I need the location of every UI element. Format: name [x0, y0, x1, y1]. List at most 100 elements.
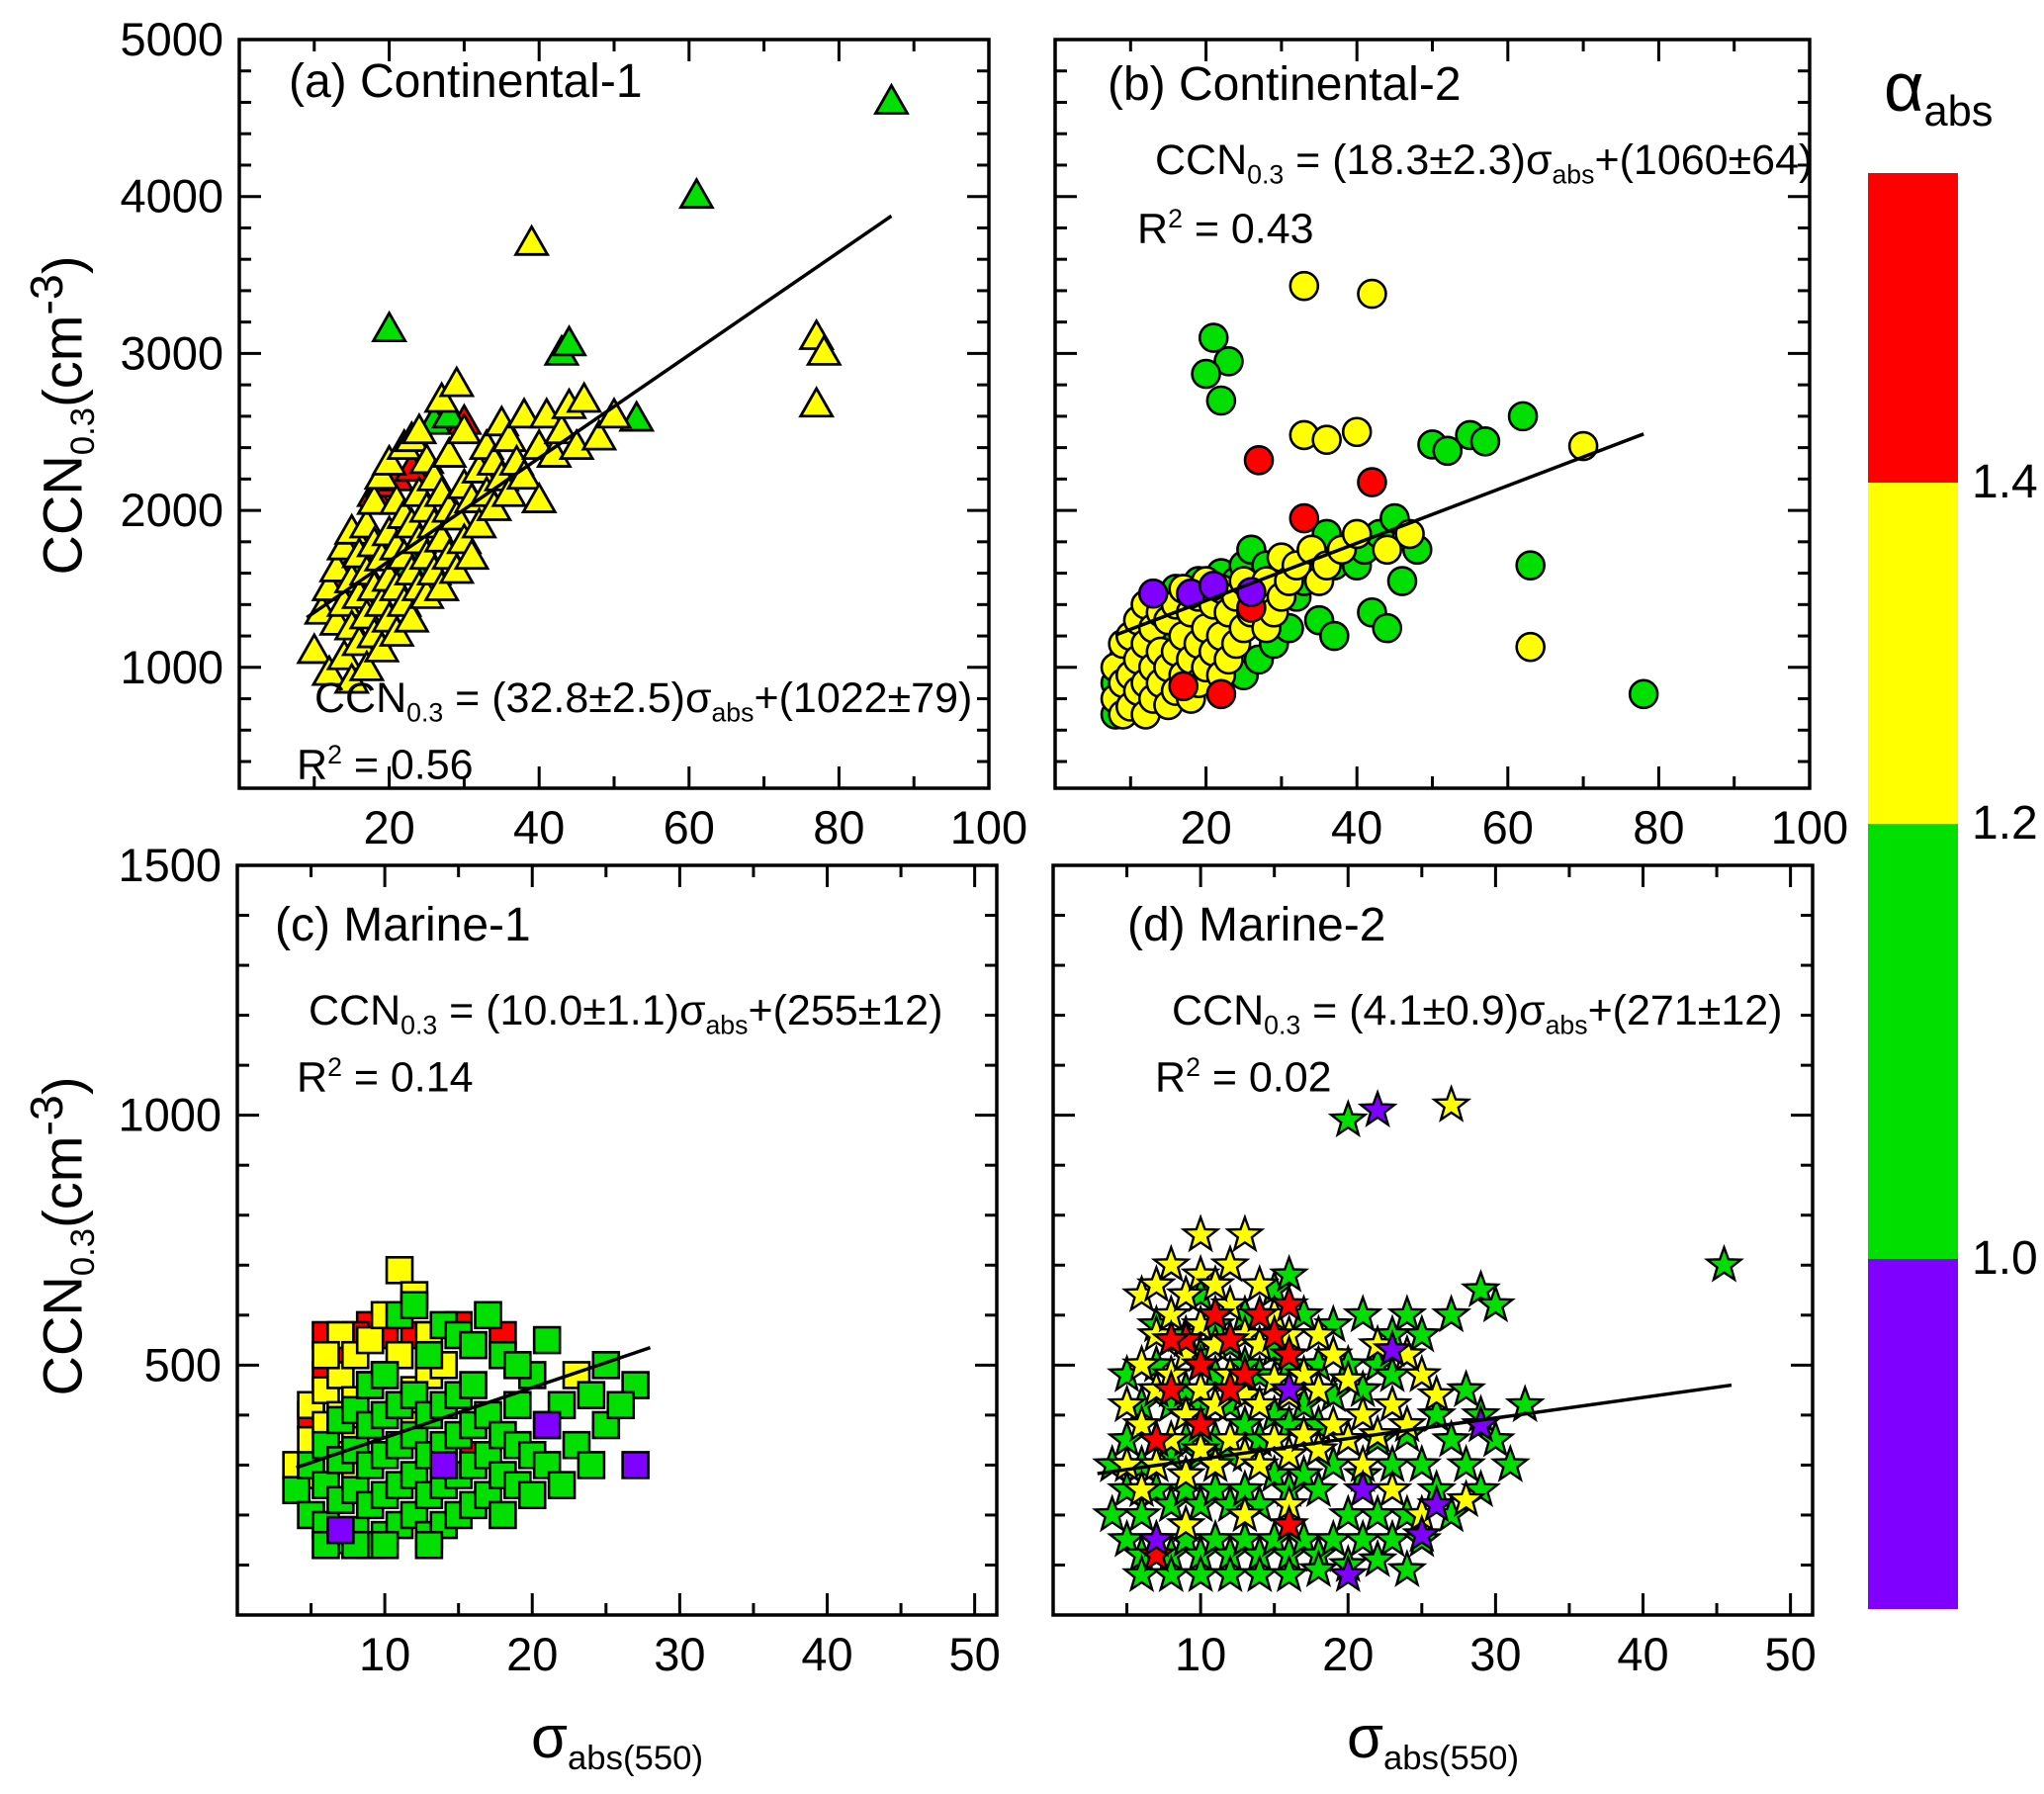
- eq-sub: 0.3: [1264, 1010, 1301, 1040]
- colorbar: [1868, 173, 1958, 1609]
- eq-text: R: [1155, 1053, 1187, 1102]
- eq-sub: abs: [711, 697, 755, 728]
- panel-c-r2: R2 = 0.14: [297, 1052, 474, 1102]
- ylabel-text: (cm: [31, 1135, 94, 1228]
- data-point: [1357, 1538, 1398, 1577]
- data-point: [1446, 1443, 1487, 1482]
- data-point: [461, 506, 497, 539]
- data-point: [532, 1410, 562, 1440]
- data-point: [503, 1351, 532, 1380]
- data-point: [459, 1371, 488, 1399]
- eq-text: +(271±12): [1587, 987, 1783, 1034]
- data-point: [1357, 1493, 1398, 1533]
- data-point: [1386, 566, 1418, 596]
- data-point: [490, 419, 528, 453]
- data-point: [1168, 671, 1200, 702]
- data-point: [1165, 1503, 1206, 1543]
- data-point: [1474, 1284, 1516, 1323]
- data-point: [355, 1325, 385, 1355]
- panel-border: [235, 863, 999, 1617]
- data-point: [1327, 1358, 1369, 1397]
- data-point: [1327, 1493, 1369, 1533]
- x-axis-title-panel-c: σabs(550): [531, 1703, 703, 1778]
- data-point: [1121, 1469, 1162, 1508]
- data-point: [1269, 1554, 1310, 1592]
- eq-sub: 0.3: [1247, 159, 1285, 190]
- eq-text: = 0.43: [1182, 205, 1314, 253]
- data-point: [1386, 1403, 1428, 1443]
- data-point: [805, 333, 843, 366]
- data-point: [363, 630, 400, 663]
- data-point: [1198, 322, 1229, 353]
- xlabel-sigma: σ: [1346, 1704, 1383, 1770]
- data-point: [591, 1351, 621, 1380]
- data-point: [1165, 1274, 1206, 1312]
- data-point: [547, 1471, 577, 1499]
- data-point: [1195, 1294, 1236, 1333]
- data-point: [414, 1340, 444, 1370]
- data-point: [474, 1301, 502, 1330]
- data-point: [1469, 425, 1501, 457]
- x-tick-label: 100: [1771, 801, 1848, 853]
- data-point: [1243, 445, 1275, 476]
- data-point: [1386, 1294, 1428, 1333]
- data-point: [1297, 1469, 1339, 1508]
- data-point: [1209, 1554, 1251, 1592]
- y-tick-label: 1000: [120, 641, 223, 693]
- data-point: [1180, 1213, 1221, 1253]
- ylabel-sup: -3: [21, 1095, 73, 1136]
- data-point: [532, 1325, 562, 1355]
- data-point: [1195, 1263, 1236, 1302]
- eq-sub: abs: [1545, 1010, 1588, 1040]
- colorbar-segment: [1868, 824, 1958, 1260]
- data-point: [1401, 1513, 1443, 1553]
- x-tick-label: 40: [1331, 801, 1382, 853]
- data-point: [1284, 1453, 1324, 1492]
- data-point: [1357, 467, 1387, 497]
- data-point: [1401, 1353, 1443, 1392]
- data-point: [1386, 1548, 1428, 1587]
- eq-text: +(255±12): [748, 987, 943, 1034]
- y-tick-label: 4000: [120, 170, 223, 223]
- data-point: [414, 1530, 444, 1560]
- data-point: [1224, 1493, 1266, 1533]
- fit-line: [306, 214, 893, 619]
- panel-a-points: [296, 82, 910, 694]
- data-point: [1341, 416, 1373, 448]
- data-point: [1489, 1443, 1531, 1482]
- data-point: [1319, 620, 1350, 652]
- colorbar-label-1.4: 1.4: [1972, 456, 2038, 508]
- data-point: [400, 1291, 429, 1319]
- colorbar-segment: [1868, 1259, 1958, 1609]
- data-point: [1446, 1479, 1487, 1518]
- eq-text: CCN: [309, 987, 401, 1034]
- data-point: [1269, 1333, 1310, 1373]
- data-point: [371, 310, 408, 342]
- panel-d-equation: CCN0.3 = (4.1±0.9)σabs+(271±12): [1172, 987, 1783, 1041]
- data-point: [459, 1330, 488, 1360]
- eq-text: CCN: [1155, 136, 1248, 184]
- data-point: [577, 1381, 606, 1409]
- data-point: [311, 1340, 340, 1370]
- axis-ticks: [1055, 40, 1812, 788]
- data-point: [1416, 1393, 1458, 1433]
- fit-line: [1097, 1383, 1733, 1476]
- data-point: [873, 82, 910, 115]
- data-point: [1239, 1294, 1281, 1333]
- data-point: [1239, 1384, 1281, 1423]
- eq-text: = (18.3±2.3)σ: [1284, 136, 1553, 184]
- panel-d-title: (d) Marine-2: [1127, 899, 1386, 951]
- data-point: [1209, 1369, 1251, 1408]
- data-point: [1135, 1263, 1177, 1302]
- x-tick-label: 60: [1482, 801, 1534, 853]
- eq-text: R: [297, 741, 328, 789]
- data-point: [1209, 1318, 1251, 1358]
- data-point: [505, 397, 543, 429]
- eq-text: +(1060±64): [1594, 136, 1814, 184]
- y-tick-label: 3000: [120, 326, 223, 379]
- eq-sub: abs: [1552, 159, 1595, 190]
- eq-sup: 2: [327, 1052, 342, 1082]
- ylabel-sub: 0.3: [63, 1227, 102, 1277]
- data-point: [1209, 1418, 1251, 1458]
- data-point: [1372, 612, 1403, 644]
